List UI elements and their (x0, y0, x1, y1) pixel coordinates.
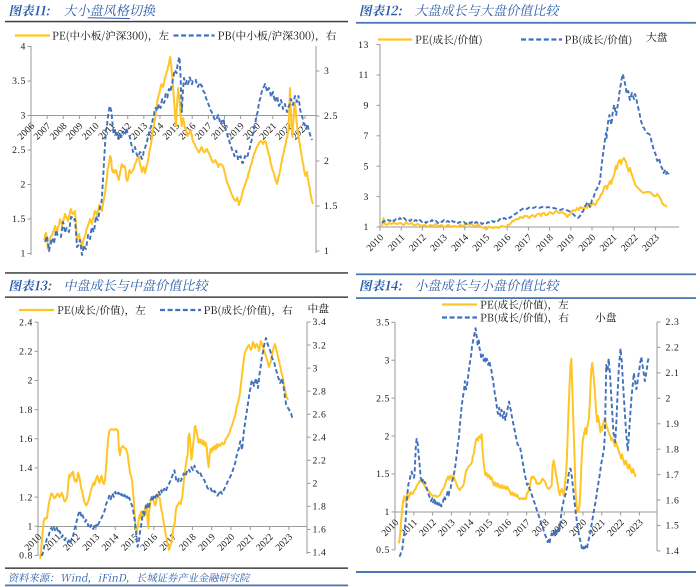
svg-text:2018: 2018 (177, 532, 199, 554)
svg-text:2016: 2016 (138, 532, 160, 554)
svg-text:1.5: 1.5 (666, 521, 680, 532)
svg-text:2012: 2012 (61, 532, 83, 554)
svg-text:2.4: 2.4 (313, 432, 327, 443)
svg-text:2015: 2015 (471, 232, 493, 254)
svg-text:2: 2 (21, 180, 26, 191)
svg-text:1.9: 1.9 (666, 419, 680, 430)
svg-text:5: 5 (364, 161, 369, 172)
svg-text:1.4: 1.4 (313, 548, 327, 559)
svg-text:1.4: 1.4 (666, 546, 680, 557)
svg-text:2017: 2017 (513, 232, 535, 254)
svg-text:2: 2 (385, 431, 390, 442)
svg-text:4: 4 (21, 42, 26, 53)
svg-text:1.6: 1.6 (313, 525, 327, 536)
svg-text:1.2: 1.2 (19, 492, 33, 503)
svg-text:9: 9 (364, 101, 369, 112)
svg-text:2010: 2010 (365, 232, 387, 254)
svg-text:2.5: 2.5 (376, 393, 390, 404)
svg-text:2022: 2022 (619, 232, 641, 254)
svg-text:2015: 2015 (119, 532, 141, 554)
svg-text:2016: 2016 (492, 517, 514, 539)
svg-text:2013: 2013 (436, 517, 458, 539)
svg-text:1.8: 1.8 (19, 405, 33, 416)
svg-text:2020: 2020 (216, 532, 238, 554)
svg-text:2016: 2016 (492, 232, 514, 254)
svg-text:1.6: 1.6 (666, 495, 680, 506)
svg-text:1.6: 1.6 (19, 434, 33, 445)
svg-text:1.5: 1.5 (376, 469, 390, 480)
svg-text:2: 2 (313, 479, 318, 490)
svg-text:1.4: 1.4 (19, 463, 33, 474)
svg-text:2.5: 2.5 (324, 111, 338, 122)
svg-text:3.5: 3.5 (12, 76, 26, 87)
svg-text:2022: 2022 (254, 532, 276, 554)
svg-text:3: 3 (364, 192, 369, 203)
svg-text:2023: 2023 (624, 517, 646, 539)
svg-text:2.3: 2.3 (666, 317, 680, 328)
svg-text:11: 11 (358, 70, 369, 81)
svg-text:1.8: 1.8 (666, 444, 680, 455)
svg-text:2014: 2014 (100, 532, 122, 554)
svg-text:1: 1 (364, 222, 369, 233)
svg-text:0.8: 0.8 (19, 551, 33, 562)
svg-text:2011: 2011 (386, 232, 407, 253)
svg-text:2.2: 2.2 (313, 456, 327, 467)
svg-text:13: 13 (358, 40, 369, 51)
svg-text:2023: 2023 (274, 532, 296, 554)
svg-text:2021: 2021 (235, 532, 257, 554)
svg-text:2011: 2011 (42, 532, 63, 553)
svg-text:2010: 2010 (380, 517, 402, 539)
svg-text:2012: 2012 (407, 232, 429, 254)
svg-text:3.5: 3.5 (376, 318, 390, 329)
svg-text:2: 2 (324, 156, 329, 167)
svg-text:1: 1 (21, 249, 26, 260)
svg-text:3: 3 (313, 363, 318, 374)
svg-text:2012: 2012 (417, 517, 439, 539)
svg-text:2021: 2021 (586, 517, 608, 539)
svg-text:2019: 2019 (196, 532, 218, 554)
svg-text:2014: 2014 (449, 232, 471, 254)
svg-text:2.6: 2.6 (313, 409, 327, 420)
svg-text:2.5: 2.5 (12, 145, 26, 156)
svg-text:3: 3 (324, 66, 329, 77)
svg-text:2022: 2022 (605, 517, 627, 539)
svg-text:1: 1 (385, 507, 390, 518)
svg-text:2013: 2013 (428, 232, 450, 254)
svg-text:2020: 2020 (577, 232, 599, 254)
svg-text:2: 2 (666, 394, 671, 405)
svg-text:3.2: 3.2 (313, 340, 327, 351)
svg-text:1.5: 1.5 (324, 201, 338, 212)
svg-text:1.5: 1.5 (12, 214, 26, 225)
svg-text:2013: 2013 (81, 532, 103, 554)
svg-text:2.4: 2.4 (19, 317, 33, 328)
svg-text:2.1: 2.1 (666, 368, 680, 379)
svg-text:2.2: 2.2 (666, 343, 680, 354)
svg-text:3: 3 (21, 111, 26, 122)
svg-text:1.8: 1.8 (313, 502, 327, 513)
svg-text:0.5: 0.5 (376, 545, 390, 556)
svg-text:2019: 2019 (555, 232, 577, 254)
svg-text:1.7: 1.7 (666, 470, 680, 481)
svg-text:1: 1 (324, 246, 329, 257)
svg-text:2015: 2015 (474, 517, 496, 539)
svg-text:2.2: 2.2 (19, 347, 33, 358)
svg-text:2020: 2020 (568, 517, 590, 539)
svg-text:2018: 2018 (534, 232, 556, 254)
svg-text:2017: 2017 (511, 517, 533, 539)
svg-text:7: 7 (364, 131, 369, 142)
svg-text:3: 3 (385, 355, 390, 366)
svg-text:2014: 2014 (455, 517, 477, 539)
svg-text:2021: 2021 (598, 232, 620, 254)
svg-text:2023: 2023 (640, 232, 662, 254)
svg-text:1: 1 (28, 521, 33, 532)
svg-text:2: 2 (28, 376, 33, 387)
svg-text:3.4: 3.4 (313, 317, 327, 328)
svg-text:2.8: 2.8 (313, 386, 327, 397)
